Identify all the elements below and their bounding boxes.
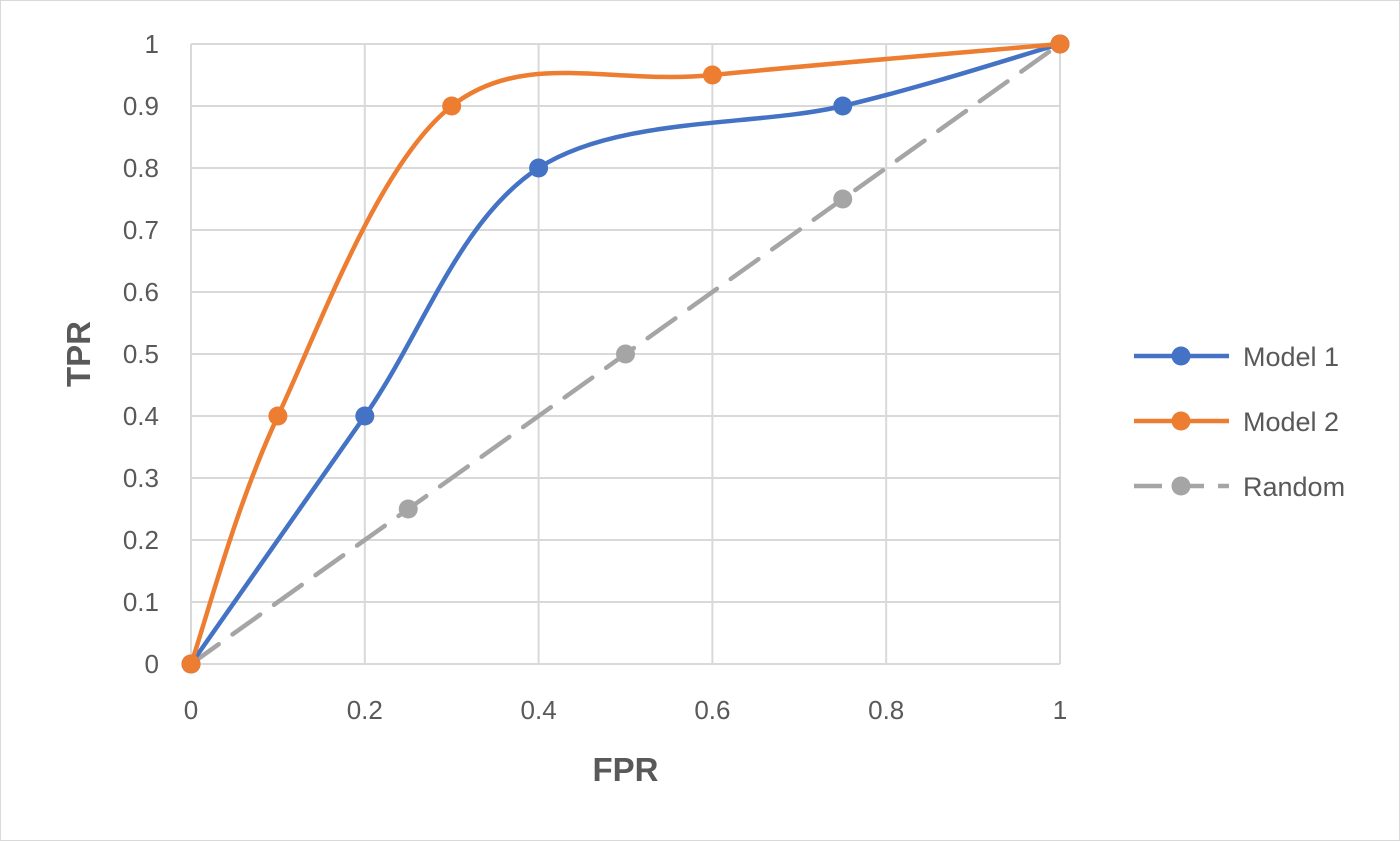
legend-marker-model-1 [1171, 346, 1191, 366]
y-tick-label: 0.3 [123, 463, 159, 493]
x-tick-label: 0.4 [521, 695, 557, 725]
y-tick-label: 1 [145, 29, 159, 59]
data-point-model-2 [1050, 34, 1070, 54]
x-tick-label: 0.8 [868, 695, 904, 725]
legend-label-random: Random [1243, 472, 1345, 502]
data-point-model-1 [529, 158, 549, 178]
y-tick-label: 0.8 [123, 153, 159, 183]
x-tick-label: 0 [184, 695, 198, 725]
x-axis-title: FPR [593, 751, 659, 788]
data-point-model-2 [702, 65, 722, 85]
y-tick-label: 0.2 [123, 525, 159, 555]
y-tick-label: 0.4 [123, 401, 159, 431]
x-tick-label: 0.6 [694, 695, 730, 725]
legend-label-model-1: Model 1 [1243, 342, 1339, 372]
y-tick-label: 0.1 [123, 587, 159, 617]
data-point-random [616, 344, 635, 364]
gridlines [190, 43, 1061, 665]
x-tick-label: 1 [1053, 695, 1067, 725]
data-point-random [833, 189, 853, 209]
data-point-model-2 [268, 406, 288, 426]
legend-marker-random [1171, 476, 1191, 496]
tick-labels: 0 0.2 0.4 0.6 0.8 1 0 0.1 0.2 0.3 0.4 0.5 0.6 0.7 0.8 0… [123, 29, 1067, 725]
data-point-model-2 [442, 96, 462, 116]
legend-label-model-2: Model 2 [1243, 407, 1339, 437]
series-markers [181, 34, 1070, 674]
legend-marker-model-2 [1171, 411, 1191, 431]
y-tick-label: 0.6 [123, 277, 159, 307]
y-tick-label: 0.9 [123, 91, 159, 121]
y-tick-label: 0.7 [123, 215, 159, 245]
data-point-model-1 [355, 406, 375, 426]
data-point-model-1 [833, 96, 853, 116]
y-tick-label: 0.5 [123, 339, 159, 369]
legend: Model 1 Model 2 Random [1134, 342, 1345, 502]
x-tick-label: 0.2 [347, 695, 383, 725]
y-axis-title: TPR [60, 321, 97, 387]
data-point-model-2 [181, 654, 201, 674]
data-point-random [398, 499, 418, 519]
y-tick-label: 0 [145, 649, 159, 679]
